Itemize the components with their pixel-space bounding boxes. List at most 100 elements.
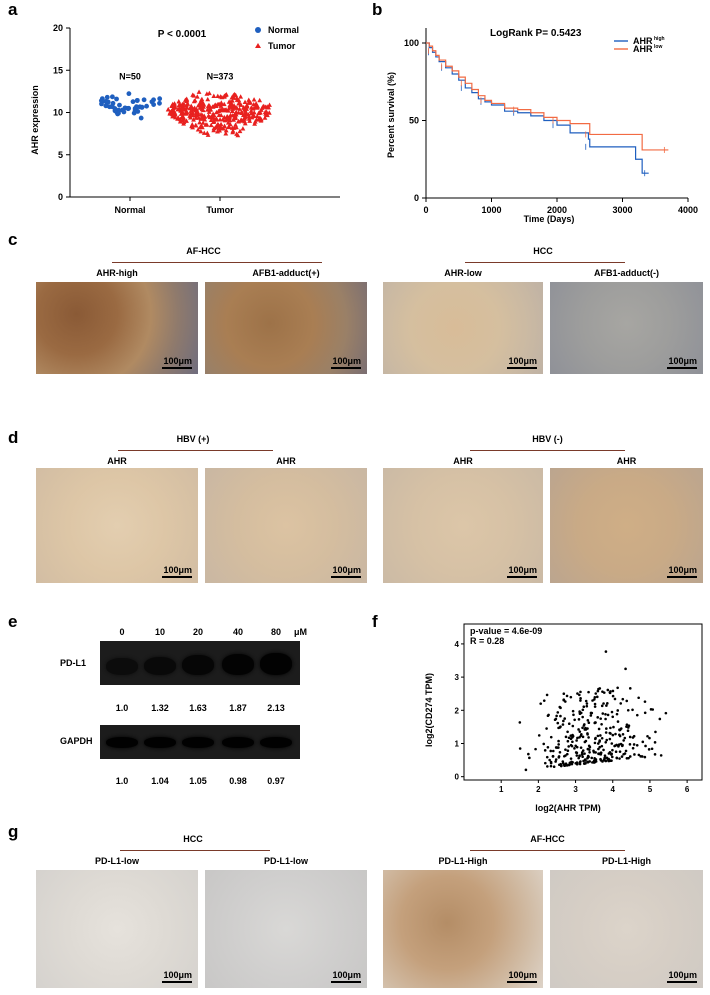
data-point — [622, 739, 625, 742]
panel-label-c: c — [8, 230, 18, 249]
panel-c-header-left-line — [112, 262, 322, 263]
data-point-tumor — [223, 131, 229, 136]
data-point-tumor — [246, 97, 252, 102]
panel-g-label-2: PD-L1-low — [264, 856, 308, 866]
data-point-tumor — [180, 118, 186, 123]
blot-band — [144, 657, 176, 675]
ihc-image-afb1-adduct-positive: 100μm — [205, 282, 367, 374]
band-quantification: 1.32 — [151, 703, 169, 713]
data-point — [561, 760, 565, 763]
data-point-tumor — [238, 94, 244, 99]
data-point-tumor — [257, 110, 263, 115]
data-point — [650, 747, 654, 751]
data-point-tumor — [209, 114, 214, 120]
data-point-tumor — [176, 106, 182, 111]
data-point — [600, 722, 603, 726]
data-point-tumor — [242, 99, 248, 105]
data-point — [602, 748, 605, 752]
data-point — [635, 744, 639, 747]
panel-g-label-3: PD-L1-High — [438, 856, 488, 866]
data-point — [609, 759, 612, 762]
data-point-tumor — [248, 108, 254, 113]
legend-label-normal: Normal — [268, 25, 299, 35]
band-quantification: 1.0 — [115, 703, 129, 713]
data-point — [606, 688, 610, 692]
data-point-normal — [151, 102, 157, 107]
data-point-tumor — [233, 122, 238, 127]
ihc-image-hbv-pos-1: 100μm — [36, 468, 198, 583]
data-point — [601, 712, 605, 715]
data-point — [609, 732, 612, 735]
data-point-tumor — [173, 114, 178, 120]
data-point-tumor — [236, 119, 242, 124]
data-point-tumor — [208, 122, 214, 128]
data-point-tumor — [200, 120, 206, 125]
data-point — [566, 739, 570, 743]
y-tick-label: 0 — [58, 192, 63, 202]
data-point — [588, 748, 591, 751]
panel-d-label-2: AHR — [276, 456, 296, 466]
data-point — [581, 715, 584, 719]
data-point — [567, 745, 570, 748]
data-point — [549, 764, 553, 768]
data-point — [571, 740, 574, 744]
scale-bar — [162, 576, 192, 578]
data-point — [527, 752, 530, 756]
data-point-tumor — [257, 97, 263, 103]
data-point — [543, 749, 547, 752]
data-point — [539, 702, 542, 705]
data-point — [518, 721, 522, 724]
data-point — [593, 705, 597, 708]
band-quantification: 0.97 — [267, 776, 285, 786]
band-quantification: 2.13 — [267, 703, 285, 713]
data-point — [628, 743, 632, 746]
data-point — [643, 700, 647, 703]
data-point — [609, 726, 612, 730]
data-point-tumor — [195, 127, 201, 132]
data-point — [641, 740, 645, 744]
data-point — [659, 754, 663, 757]
blot-band — [260, 737, 292, 748]
data-point — [589, 711, 593, 715]
data-point-tumor — [190, 110, 196, 115]
blot-band — [106, 658, 138, 675]
data-point-tumor — [201, 130, 207, 135]
chart-b-logrank: LogRank P= 0.5423 — [490, 28, 582, 39]
data-point-tumor — [263, 111, 269, 116]
x-tick-label: 4000 — [678, 205, 698, 215]
panel-d-header-right-line — [470, 450, 625, 451]
data-point-tumor — [190, 112, 196, 118]
band-quantification: 1.05 — [189, 776, 207, 786]
data-point-tumor — [227, 121, 233, 127]
chart-f-xlabel: log2(AHR TPM) — [535, 803, 601, 813]
data-point-tumor — [215, 101, 221, 107]
data-point-tumor — [197, 105, 203, 110]
data-point-normal — [117, 102, 122, 108]
data-point — [574, 744, 577, 748]
data-point-tumor — [215, 129, 220, 134]
data-point — [586, 727, 589, 730]
chart-a-pvalue: P < 0.0001 — [158, 29, 207, 40]
data-point — [582, 759, 585, 763]
legend-label-tumor: Tumor — [268, 41, 296, 51]
data-point-tumor — [190, 92, 196, 97]
legend-sup-low: low — [654, 44, 662, 50]
data-point — [602, 702, 605, 705]
panel-g-header-right: AF-HCC — [530, 834, 565, 844]
data-point — [610, 710, 614, 714]
data-point — [528, 756, 531, 760]
data-point — [585, 704, 589, 708]
x-tick-label: 2 — [536, 785, 541, 794]
data-point-tumor — [211, 119, 216, 124]
blot-band — [106, 737, 138, 748]
data-point-tumor — [259, 105, 265, 110]
data-point — [580, 753, 584, 756]
data-point-normal — [134, 97, 140, 103]
data-point — [626, 708, 630, 712]
data-point — [632, 743, 636, 746]
data-point-tumor — [176, 102, 182, 108]
data-point-tumor — [227, 102, 233, 108]
data-point — [575, 739, 578, 742]
scale-bar — [331, 367, 361, 369]
legend-label-low: AHR — [633, 44, 653, 54]
